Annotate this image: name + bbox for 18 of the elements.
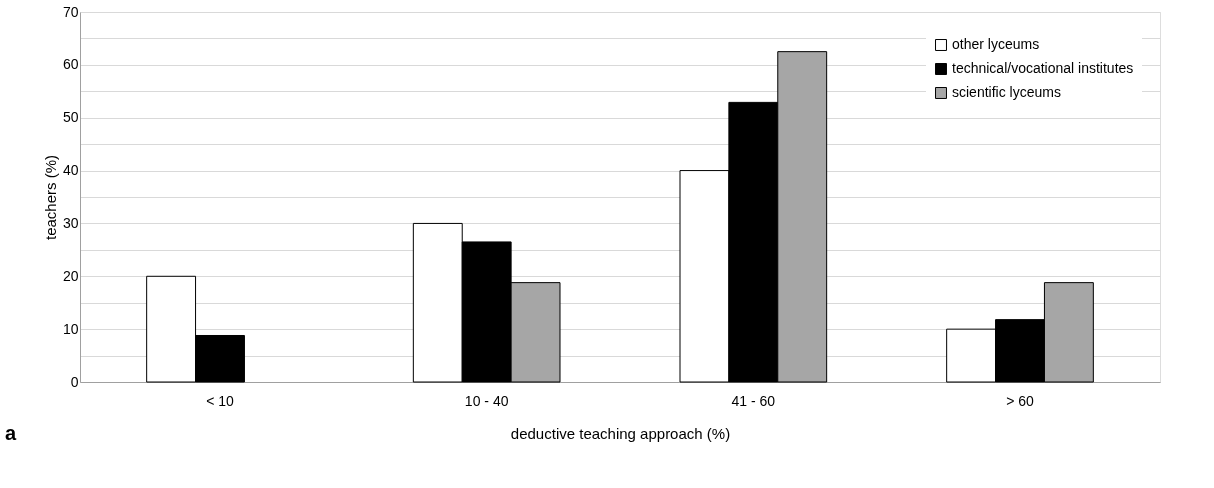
x-axis-title: deductive teaching approach (%) xyxy=(510,424,731,442)
x-tick-label: 10 - 40 xyxy=(464,392,509,409)
text: a xyxy=(5,422,17,444)
y-tick-label: 70 xyxy=(62,3,79,20)
legend-label: other lyceums xyxy=(952,36,1040,52)
y-axis-title: teachers (%) xyxy=(41,154,59,241)
y-tick-label: 40 xyxy=(62,162,79,179)
y-tick-label: 0 xyxy=(70,373,79,390)
x-tick-label: < 10 xyxy=(206,392,235,409)
legend-label: technical/vocational institutes xyxy=(952,60,1134,76)
legend-label: scientific lyceums xyxy=(952,84,1061,100)
y-tick-label: 30 xyxy=(62,214,79,231)
x-tick-label: 41 - 60 xyxy=(731,392,776,409)
y-tick-label: 20 xyxy=(62,267,79,284)
y-tick-label: 60 xyxy=(62,56,79,73)
y-tick-label: 10 xyxy=(62,320,79,337)
y-tick-label: 50 xyxy=(62,109,79,126)
x-tick-label: > 60 xyxy=(1006,392,1035,409)
